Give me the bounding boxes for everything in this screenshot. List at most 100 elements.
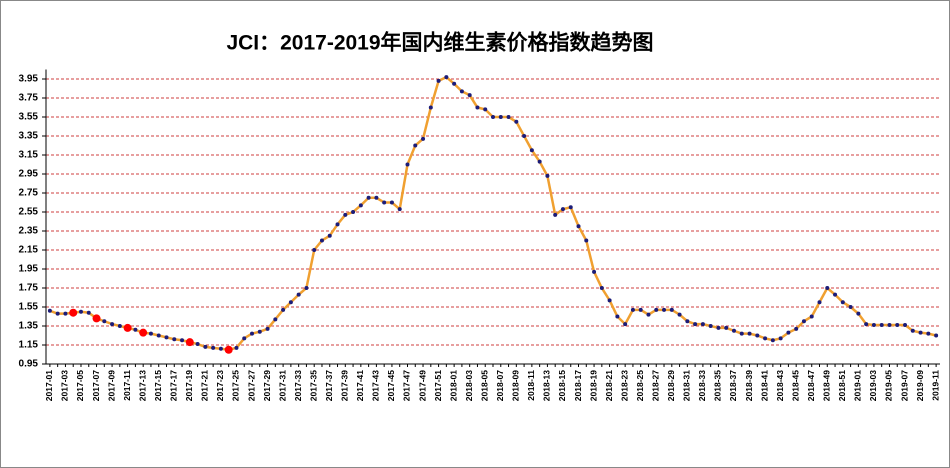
marker (630, 307, 635, 312)
marker (459, 89, 464, 94)
x-tick-label: 2018-15 (557, 370, 567, 401)
highlight-marker (139, 328, 148, 337)
marker (669, 307, 674, 312)
marker (195, 342, 200, 347)
marker (397, 207, 402, 212)
marker (700, 322, 705, 327)
x-tick-label: 2017-41 (355, 370, 365, 401)
y-tick-label: 3.75 (19, 93, 39, 104)
marker (739, 331, 744, 336)
marker (382, 200, 387, 205)
marker (895, 323, 900, 328)
marker (78, 309, 83, 314)
marker (444, 75, 449, 80)
marker (374, 195, 379, 200)
marker (817, 300, 822, 305)
x-tick-label: 2017-03 (60, 370, 70, 401)
y-tick-label: 2.75 (19, 188, 39, 199)
marker (358, 203, 363, 208)
marker (708, 324, 713, 328)
marker (747, 331, 752, 336)
x-tick-label: 2019-09 (915, 370, 925, 401)
marker (491, 115, 495, 119)
marker (218, 346, 223, 351)
marker (343, 212, 348, 217)
highlight-marker (69, 308, 78, 317)
y-tick-label: 3.35 (19, 131, 39, 142)
marker (615, 314, 620, 319)
marker (848, 305, 853, 309)
marker (389, 200, 394, 205)
x-tick-label: 2018-25 (635, 370, 645, 401)
marker (514, 119, 519, 124)
marker (918, 330, 923, 335)
marker (281, 307, 286, 312)
highlight-marker (92, 314, 101, 323)
marker (327, 233, 332, 238)
marker (475, 105, 480, 110)
marker (319, 238, 324, 243)
marker (304, 286, 309, 290)
x-tick-label: 2017-19 (184, 370, 194, 401)
marker (211, 345, 216, 350)
x-tick-label: 2017-45 (386, 370, 396, 401)
marker (724, 325, 729, 330)
y-tick-label: 3.95 (19, 74, 39, 85)
marker (770, 338, 775, 343)
x-tick-label: 2017-49 (417, 370, 427, 401)
marker (934, 333, 939, 338)
x-tick-label: 2017-11 (122, 370, 132, 401)
y-tick-label: 3.55 (19, 112, 39, 123)
x-tick-label: 2017-25 (231, 370, 241, 401)
marker (910, 328, 915, 333)
y-tick-label: 2.15 (19, 245, 39, 256)
marker (599, 286, 604, 290)
marker (47, 308, 52, 313)
x-tick-label: 2017-07 (91, 370, 101, 401)
marker (102, 319, 107, 324)
x-tick-label: 2017-31 (277, 370, 287, 401)
x-tick-label: 2017-43 (371, 370, 381, 401)
marker (560, 207, 565, 212)
x-tick-label: 2018-43 (775, 370, 785, 401)
marker (755, 333, 760, 338)
x-tick-label: 2017-23 (215, 370, 225, 401)
marker (467, 93, 472, 98)
marker (506, 115, 511, 119)
x-tick-label: 2018-45 (790, 370, 800, 401)
y-tick-label: 1.55 (19, 302, 39, 313)
x-tick-label: 2017-05 (75, 370, 85, 401)
marker (592, 269, 597, 274)
x-tick-label: 2018-37 (728, 370, 738, 401)
x-tick-label: 2018-07 (495, 370, 505, 401)
marker (903, 323, 908, 328)
x-tick-label: 2018-17 (573, 370, 583, 401)
x-tick-label: 2018-19 (588, 370, 598, 401)
marker (242, 336, 247, 341)
y-tick-label: 1.15 (19, 340, 39, 351)
x-tick-label: 2018-29 (666, 370, 676, 401)
x-tick-label: 2017-37 (324, 370, 334, 401)
marker (63, 311, 68, 316)
marker (522, 134, 527, 138)
marker (763, 336, 768, 341)
y-tick-label: 1.35 (19, 321, 39, 332)
marker (428, 105, 433, 110)
x-tick-label: 2019-01 (853, 370, 863, 401)
marker (312, 248, 317, 252)
marker (250, 331, 255, 336)
x-tick-label: 2018-35 (713, 370, 723, 401)
x-tick-label: 2017-15 (153, 370, 163, 401)
marker (265, 326, 270, 331)
x-tick-label: 2018-23 (619, 370, 629, 401)
x-tick-label: 2018-49 (822, 370, 832, 401)
y-tick-label: 3.15 (19, 150, 39, 161)
marker (421, 136, 426, 141)
y-tick-label: 1.95 (19, 264, 39, 275)
y-tick-label: 0.95 (19, 359, 39, 370)
x-tick-label: 2018-05 (479, 370, 489, 401)
marker (86, 310, 91, 315)
marker (794, 326, 799, 331)
y-tick-label: 1.75 (19, 283, 39, 294)
marker (871, 323, 876, 328)
